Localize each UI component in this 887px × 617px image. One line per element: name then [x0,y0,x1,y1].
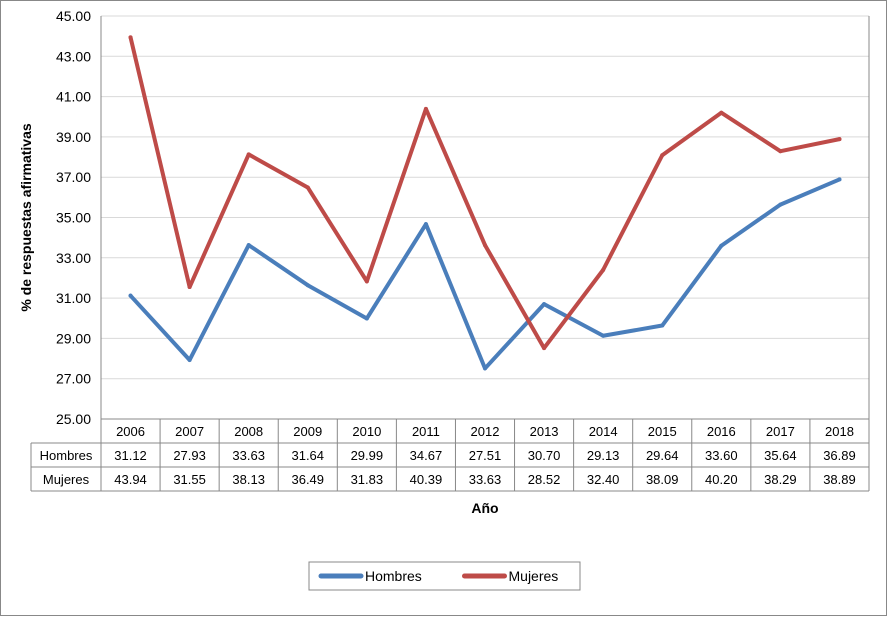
series-point [778,203,782,207]
table-cell: 40.39 [410,472,443,487]
table-cell: 30.70 [528,448,561,463]
series-point [542,346,546,350]
table-cell: 34.67 [410,448,443,463]
table-cell: 27.51 [469,448,502,463]
x-axis-label: Año [471,500,498,516]
table-header-cell: 2007 [175,424,204,439]
y-tick-label: 27.00 [56,371,91,387]
table-cell: 29.64 [646,448,679,463]
series-point [719,111,723,115]
table-header-cell: 2010 [352,424,381,439]
series-point [247,152,251,156]
y-tick-label: 25.00 [56,411,91,427]
table-cell: 29.13 [587,448,620,463]
table-row-label: Mujeres [43,472,90,487]
table-cell: 28.52 [528,472,561,487]
series-point [542,302,546,306]
table-cell: 36.49 [291,472,324,487]
series-point [660,324,664,328]
table-row-label: Hombres [40,448,93,463]
table-header-cell: 2015 [648,424,677,439]
series-point [306,185,310,189]
table-cell: 40.20 [705,472,738,487]
table-cell: 38.89 [823,472,856,487]
y-tick-label: 43.00 [56,48,91,64]
series-point [129,35,133,39]
series-point [483,366,487,370]
series-point [365,316,369,320]
y-tick-label: 39.00 [56,129,91,145]
y-tick-label: 35.00 [56,210,91,226]
series-line-mujeres [131,37,840,348]
table-header-cell: 2008 [234,424,263,439]
chart-container: 25.00 27.00 29.00 31.00 33.00 35.00 37.00 39.00… [0,0,887,616]
table-header-cell: 2017 [766,424,795,439]
y-tick-label: 45.00 [56,8,91,24]
series-point [601,268,605,272]
table-cell: 31.83 [351,472,384,487]
series-point [247,243,251,247]
table-cell: 36.89 [823,448,856,463]
series-point [601,334,605,338]
series-point [188,358,192,362]
series-point [837,177,841,181]
table-cell: 31.55 [173,472,206,487]
chart-svg: 25.00 27.00 29.00 31.00 33.00 35.00 37.00 39.00… [1,1,887,617]
table-header-cell: 2009 [293,424,322,439]
table-cell: 31.12 [114,448,147,463]
y-tick-label: 41.00 [56,89,91,105]
table-cell: 35.64 [764,448,797,463]
table-cell: 33.63 [469,472,502,487]
table-header-cell: 2016 [707,424,736,439]
y-tick-label: 33.00 [56,250,91,266]
y-axis-label: % de respuestas afirmativas [18,123,34,312]
series-point [424,107,428,111]
series-point [129,294,133,298]
series-point [778,149,782,153]
table-cell: 32.40 [587,472,620,487]
table-cell: 29.99 [351,448,384,463]
series-point [483,243,487,247]
series-point [719,244,723,248]
table-header-cell: 2014 [589,424,618,439]
table-cell: 33.60 [705,448,738,463]
series-point [837,137,841,141]
table-header-cell: 2013 [530,424,559,439]
table-cell: 33.63 [232,448,265,463]
table-header-cell: 2011 [412,424,440,439]
y-tick-label: 29.00 [56,330,91,346]
table-header-cell: 2012 [471,424,500,439]
table-header-cell: 2018 [825,424,854,439]
table-cell: 38.29 [764,472,797,487]
y-tick-label: 37.00 [56,169,91,185]
table-cell: 27.93 [173,448,206,463]
table-cell: 38.13 [232,472,265,487]
legend-label: Mujeres [509,568,559,584]
series-point [306,283,310,287]
table-cell: 31.64 [291,448,324,463]
series-point [424,222,428,226]
series-line-hombres [131,179,840,368]
series-point [660,153,664,157]
y-tick-label: 31.00 [56,290,91,306]
legend-label: Hombres [365,568,422,584]
table-header-cell: 2006 [116,424,145,439]
series-point [365,279,369,283]
table-cell: 43.94 [114,472,147,487]
table-cell: 38.09 [646,472,679,487]
series-point [188,285,192,289]
